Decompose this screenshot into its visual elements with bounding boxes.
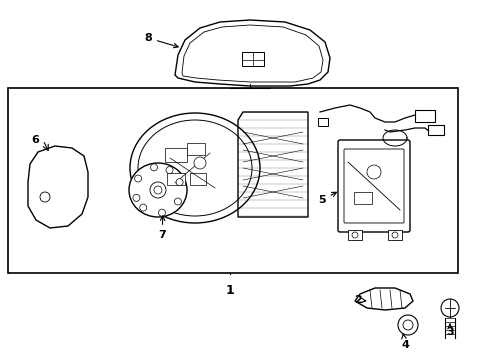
Text: 2: 2 [354, 295, 366, 305]
Circle shape [392, 232, 398, 238]
Bar [388, 230, 402, 240]
Bar [348, 230, 362, 240]
Circle shape [154, 186, 162, 194]
Text: 5: 5 [318, 192, 337, 205]
Circle shape [150, 182, 166, 198]
Circle shape [441, 299, 459, 317]
Text: 6: 6 [31, 135, 39, 145]
Circle shape [398, 315, 418, 335]
Bar [354, 192, 372, 204]
Circle shape [166, 167, 173, 174]
Circle shape [133, 194, 140, 201]
Circle shape [176, 179, 183, 186]
Bar [190, 173, 206, 185]
Text: 1: 1 [225, 284, 234, 297]
Bar [242, 52, 264, 66]
Bar [165, 148, 187, 162]
Circle shape [158, 209, 166, 216]
FancyBboxPatch shape [338, 140, 410, 232]
Circle shape [174, 198, 181, 205]
Bar [428, 125, 444, 135]
Bar [167, 173, 185, 185]
Ellipse shape [130, 113, 260, 223]
Circle shape [403, 320, 413, 330]
Circle shape [40, 192, 50, 202]
Circle shape [140, 204, 147, 211]
Bar [318, 118, 328, 126]
Circle shape [367, 165, 381, 179]
Circle shape [150, 164, 157, 171]
Circle shape [135, 175, 142, 182]
Text: 8: 8 [144, 33, 178, 48]
Text: 7: 7 [158, 216, 166, 240]
FancyBboxPatch shape [344, 149, 404, 223]
Ellipse shape [138, 120, 252, 216]
Circle shape [352, 232, 358, 238]
Bar [187, 143, 205, 155]
Ellipse shape [129, 163, 187, 217]
Circle shape [194, 157, 206, 169]
Bar [415, 110, 435, 122]
Bar [8, 88, 458, 273]
Text: 4: 4 [401, 334, 409, 350]
Text: 3: 3 [446, 324, 454, 337]
